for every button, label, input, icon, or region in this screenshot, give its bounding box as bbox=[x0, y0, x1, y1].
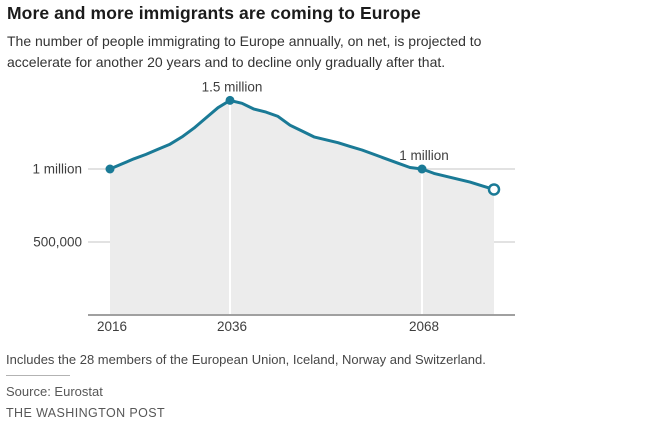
footer-divider bbox=[6, 375, 70, 376]
y-tick-label: 500,000 bbox=[33, 235, 82, 250]
projection-end-marker bbox=[487, 183, 501, 196]
chart-subtitle-line-2: accelerate for another 20 years and to d… bbox=[7, 54, 446, 70]
x-tick-label: 2036 bbox=[217, 319, 247, 334]
chart-title: More and more immigrants are coming to E… bbox=[7, 3, 421, 23]
x-tick-label: 2016 bbox=[97, 319, 127, 334]
data-point-marker bbox=[225, 95, 235, 105]
immigration-area-chart: 1.5 million 1 million 1 million 500,000 2016… bbox=[32, 80, 515, 334]
x-tick-label: 2068 bbox=[409, 319, 439, 334]
annotation-label: 1.5 million bbox=[202, 80, 263, 94]
y-tick-label: 1 million bbox=[32, 162, 82, 177]
data-point-marker bbox=[105, 164, 115, 174]
chart-source: Source: Eurostat bbox=[6, 384, 103, 399]
area-fill bbox=[110, 100, 494, 316]
chart-footnote: Includes the 28 members of the European … bbox=[6, 352, 486, 367]
data-point-marker bbox=[417, 164, 427, 174]
chart-subtitle-line-1: The number of people immigrating to Euro… bbox=[7, 33, 482, 49]
data-line bbox=[108, 98, 496, 191]
chart-subtitle: The number of people immigrating to Euro… bbox=[7, 31, 481, 73]
annotation-label: 1 million bbox=[399, 148, 449, 163]
publication-credit: THE WASHINGTON POST bbox=[6, 406, 165, 420]
